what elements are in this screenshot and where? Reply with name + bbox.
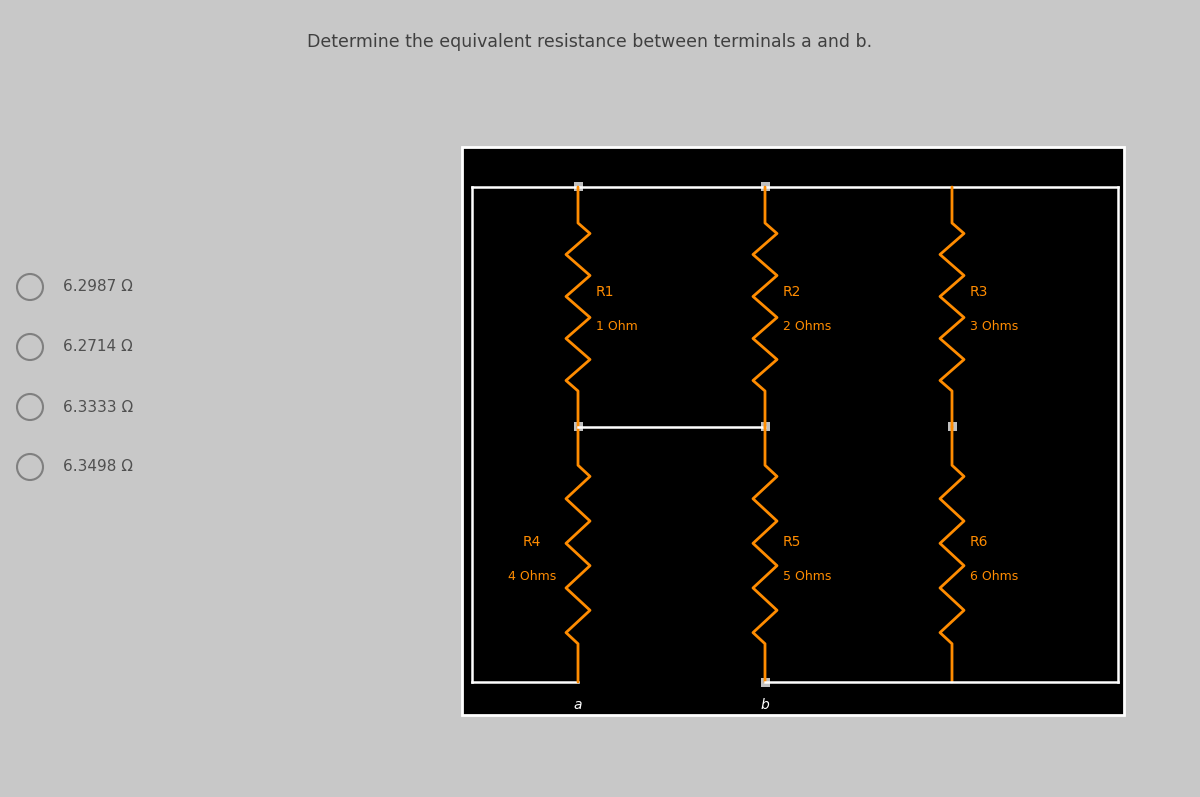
Text: 6.2987 Ω: 6.2987 Ω [64, 280, 133, 295]
Text: b: b [761, 698, 769, 712]
Text: 1 Ohm: 1 Ohm [596, 320, 637, 333]
Bar [761, 183, 769, 191]
Text: 6 Ohms: 6 Ohms [970, 570, 1019, 583]
FancyBboxPatch shape [462, 147, 1124, 715]
Bar [574, 183, 582, 191]
Text: R5: R5 [784, 536, 802, 549]
Text: 6.2714 Ω: 6.2714 Ω [64, 340, 133, 355]
Text: Determine the equivalent resistance between terminals a and b.: Determine the equivalent resistance betw… [307, 33, 872, 51]
Text: a: a [574, 698, 582, 712]
Text: 3 Ohms: 3 Ohms [970, 320, 1019, 333]
Bar [574, 422, 582, 431]
Bar [948, 422, 956, 431]
Bar [761, 677, 769, 686]
Text: R1: R1 [596, 285, 614, 299]
Text: 5 Ohms: 5 Ohms [784, 570, 832, 583]
Text: 6.3498 Ω: 6.3498 Ω [64, 460, 133, 474]
Text: R3: R3 [970, 285, 989, 299]
Text: R4: R4 [523, 536, 541, 549]
Text: 4 Ohms: 4 Ohms [508, 570, 557, 583]
Text: 6.3333 Ω: 6.3333 Ω [64, 399, 133, 414]
Text: 2 Ohms: 2 Ohms [784, 320, 832, 333]
Bar [761, 422, 769, 431]
Text: R6: R6 [970, 536, 989, 549]
Text: R2: R2 [784, 285, 802, 299]
